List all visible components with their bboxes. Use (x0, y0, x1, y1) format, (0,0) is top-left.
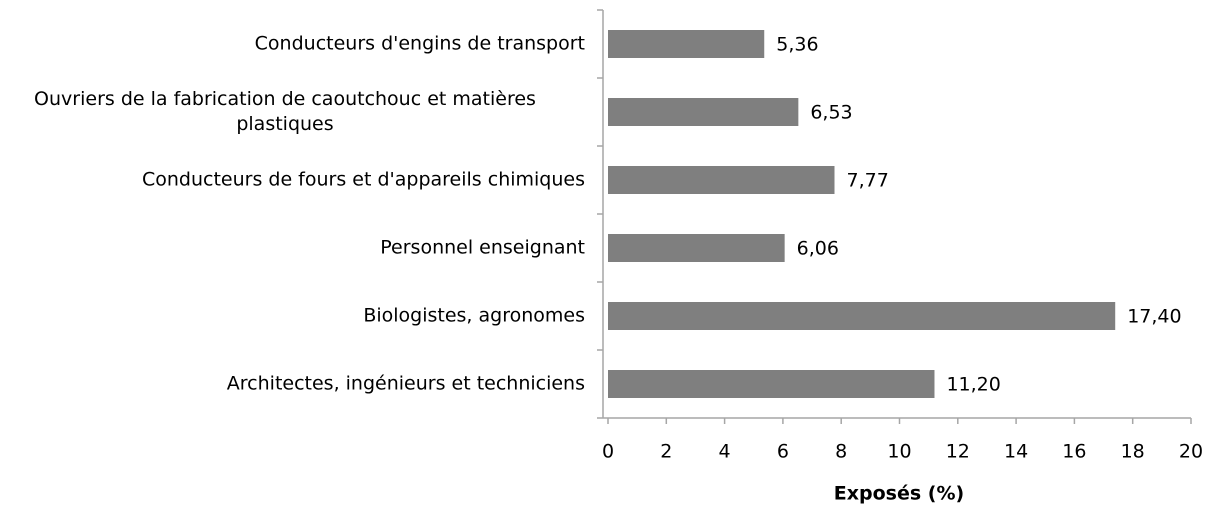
bar (608, 30, 765, 58)
value-label: 5,36 (776, 34, 818, 56)
value-label: 6,53 (810, 102, 852, 124)
value-label: 11,20 (946, 374, 1000, 396)
y-tick-label-box: Personnel enseignant (0, 236, 585, 261)
y-tick-label: Ouvriers de la fabrication de caoutchouc… (34, 88, 536, 135)
y-tick-label-box: Conducteurs d'engins de transport (0, 32, 585, 57)
bar (608, 234, 785, 262)
y-tick-label: Biologistes, agronomes (363, 304, 585, 327)
x-tick-label: 12 (946, 441, 970, 463)
x-tick-label: 18 (1121, 441, 1145, 463)
x-tick-label: 20 (1179, 441, 1203, 463)
bar (608, 302, 1116, 330)
y-tick-label: Architectes, ingénieurs et techniciens (226, 372, 585, 395)
y-tick-label-box: Conducteurs de fours et d'appareils chim… (0, 168, 585, 193)
y-tick-label-box: Architectes, ingénieurs et techniciens (0, 372, 585, 397)
value-label: 6,06 (797, 238, 839, 260)
bar (608, 370, 935, 398)
x-axis-title: Exposés (%) (834, 483, 964, 505)
x-tick-label: 16 (1062, 441, 1086, 463)
y-tick-label: Conducteurs d'engins de transport (254, 32, 585, 55)
y-tick-label: Conducteurs de fours et d'appareils chim… (141, 168, 585, 191)
bar (608, 98, 799, 126)
y-tick-label-box: Biologistes, agronomes (0, 304, 585, 329)
x-tick-label: 4 (719, 441, 731, 463)
x-tick-label: 8 (835, 441, 847, 463)
x-tick-label: 2 (660, 441, 672, 463)
y-tick-label-box: Ouvriers de la fabrication de caoutchouc… (0, 87, 585, 137)
x-tick-label: 0 (602, 441, 614, 463)
y-tick-label: Personnel enseignant (380, 236, 585, 259)
bar (608, 166, 835, 194)
value-label: 7,77 (846, 170, 888, 192)
x-tick-label: 6 (777, 441, 789, 463)
x-tick-label: 10 (887, 441, 911, 463)
value-label: 17,40 (1127, 306, 1181, 328)
x-tick-label: 14 (1004, 441, 1028, 463)
